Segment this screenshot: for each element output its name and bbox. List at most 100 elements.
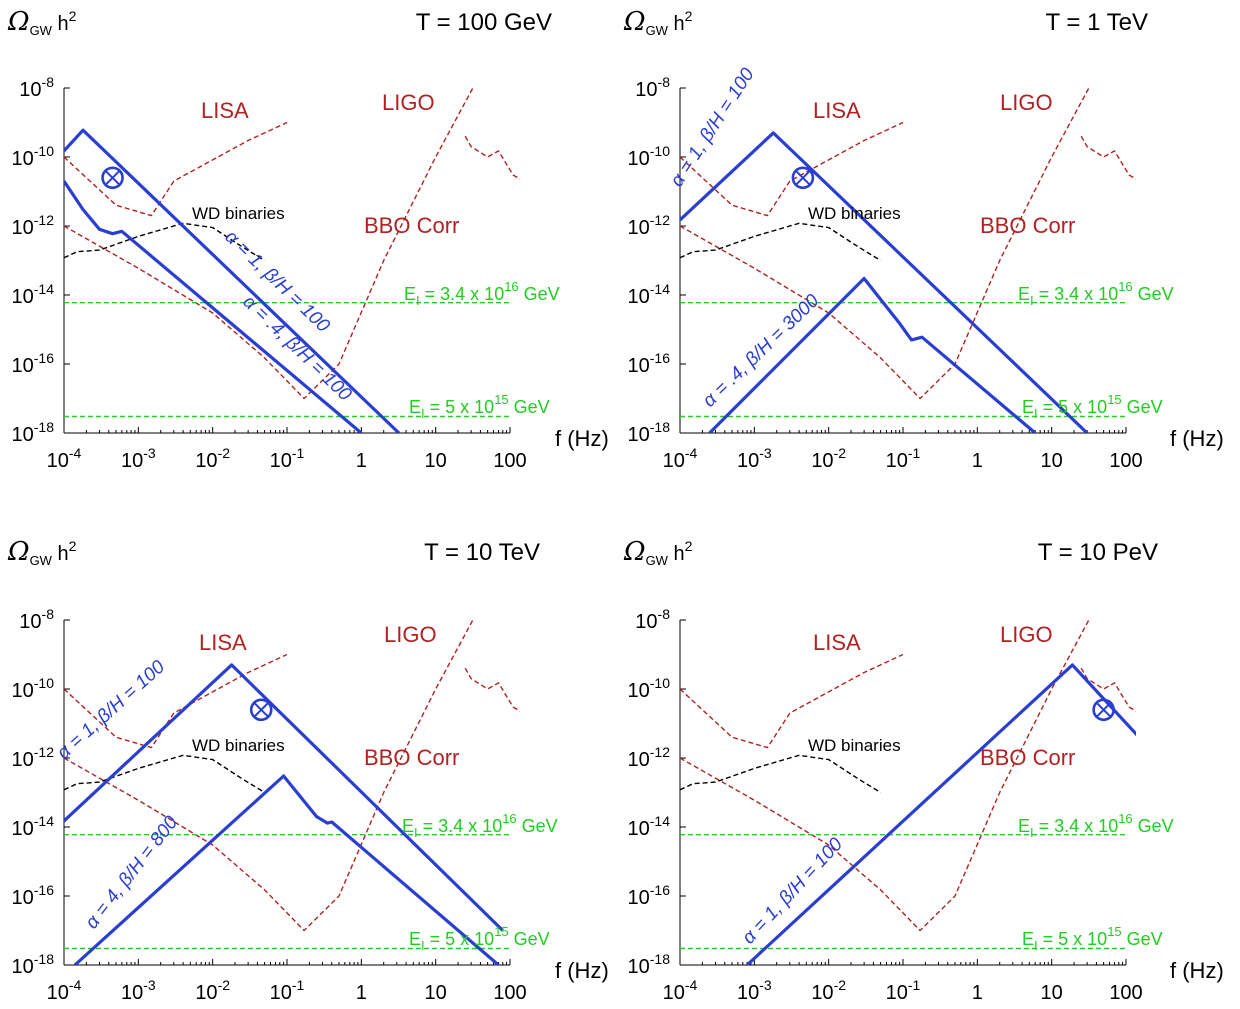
series-bbo-corr bbox=[64, 618, 475, 932]
x-tick-label: 10 bbox=[425, 982, 447, 1004]
x-axis-label: f (Hz) bbox=[555, 958, 609, 983]
y-tick-label: 10-10 bbox=[12, 143, 55, 170]
circled-cross-marker bbox=[101, 166, 124, 190]
x-tick-label: 1 bbox=[356, 982, 367, 1004]
series-lisa bbox=[64, 121, 288, 217]
circled-cross-marker bbox=[791, 166, 815, 190]
x-tick-label: 1 bbox=[972, 450, 983, 472]
x-tick-label: 100 bbox=[493, 982, 526, 1004]
annotation-4-h-3000: α = .4, β/H = 3000 bbox=[699, 290, 824, 411]
y-tick-label: 10-16 bbox=[628, 350, 671, 377]
annotation-wd-binaries: WD binaries bbox=[192, 736, 285, 755]
y-axis-label: ΩGW h2 bbox=[623, 7, 693, 38]
chart-title: T = 100 GeV bbox=[416, 9, 552, 36]
chart-title: T = 10 TeV bbox=[424, 539, 540, 566]
y-tick-label: 10-14 bbox=[12, 813, 55, 840]
series-lisa bbox=[680, 653, 904, 749]
annotation-ligo: LIGO bbox=[382, 90, 435, 115]
y-axis-label: ΩGW h2 bbox=[7, 7, 77, 38]
x-tick-label: 10-3 bbox=[737, 445, 772, 472]
series-4-h-100 bbox=[64, 180, 363, 433]
series-wd-binaries bbox=[680, 754, 881, 794]
chart-title: T = 10 PeV bbox=[1038, 539, 1158, 566]
x-tick-label: 10-3 bbox=[121, 445, 156, 472]
series-ligo bbox=[1080, 135, 1136, 180]
x-tick-label: 10 bbox=[425, 450, 447, 472]
series-4-h-800 bbox=[73, 774, 500, 965]
x-tick-label: 10-1 bbox=[886, 977, 921, 1004]
annotation-e-i-3-4-x-10-16-gev: EI = 3.4 x 1016 GeV bbox=[402, 811, 558, 840]
x-tick-label: 10-1 bbox=[886, 445, 921, 472]
x-tick-label: 10-3 bbox=[737, 977, 772, 1004]
y-tick-label: 10-14 bbox=[628, 281, 671, 308]
x-tick-label: 10-2 bbox=[195, 977, 230, 1004]
x-tick-label: 10-4 bbox=[47, 445, 82, 472]
annotation-e-i-5-x-10-15-gev: EI = 5 x 1015 GeV bbox=[409, 392, 550, 421]
annotation-e-i-3-4-x-10-16-gev: EI = 3.4 x 1016 GeV bbox=[1018, 811, 1174, 840]
annotation-e-i-5-x-10-15-gev: EI = 5 x 1015 GeV bbox=[1022, 392, 1163, 421]
x-tick-label: 100 bbox=[1109, 450, 1142, 472]
y-tick-label: 10-16 bbox=[628, 882, 671, 909]
y-tick-label: 10-12 bbox=[628, 744, 671, 771]
y-tick-label: 10-8 bbox=[635, 606, 670, 633]
y-tick-label: 10-12 bbox=[12, 212, 55, 239]
series-4-h-3000 bbox=[708, 276, 1037, 433]
annotation-1-h-100: α = 1, β/H = 100 bbox=[738, 834, 847, 949]
chart-title: T = 1 TeV bbox=[1045, 9, 1148, 36]
x-tick-label: 10-4 bbox=[663, 445, 698, 472]
annotation-e-i-3-4-x-10-16-gev: EI = 3.4 x 1016 GeV bbox=[404, 279, 560, 308]
y-tick-label: 10-18 bbox=[12, 951, 55, 978]
annotation-bbo-corr: BBO Corr bbox=[980, 213, 1075, 238]
y-tick-label: 10-10 bbox=[628, 675, 671, 702]
x-tick-label: 10-4 bbox=[663, 977, 698, 1004]
chart-panel-3: 10-4 10-3 10-2 10-1 1 10 100 10-8 10-10 10-12 10-1… bbox=[7, 537, 609, 1004]
series-1-h-100 bbox=[64, 663, 504, 932]
series-bbo-corr bbox=[680, 618, 1091, 932]
annotation-bbo-corr: BBO Corr bbox=[364, 213, 459, 238]
y-axis-label: ΩGW h2 bbox=[623, 537, 693, 568]
x-tick-label: 10-2 bbox=[195, 445, 230, 472]
y-tick-label: 10-12 bbox=[628, 212, 671, 239]
chart-panel-2: 10-4 10-3 10-2 10-1 1 10 100 10-8 10-10 10-12 10-1… bbox=[623, 7, 1224, 472]
y-tick-label: 10-8 bbox=[19, 606, 54, 633]
series-wd-binaries bbox=[64, 222, 265, 262]
series-ligo bbox=[464, 667, 520, 712]
series-1-h-100 bbox=[680, 131, 1089, 433]
annotation-ligo: LIGO bbox=[384, 622, 437, 647]
y-tick-label: 10-18 bbox=[12, 419, 55, 446]
annotation-e-i-3-4-x-10-16-gev: EI = 3.4 x 1016 GeV bbox=[1018, 279, 1174, 308]
annotation-lisa: LISA bbox=[199, 630, 247, 655]
series-1-h-100 bbox=[64, 128, 401, 433]
annotation-wd-binaries: WD binaries bbox=[808, 204, 901, 223]
series-lisa bbox=[680, 121, 904, 217]
y-tick-label: 10-10 bbox=[628, 143, 671, 170]
x-tick-label: 1 bbox=[972, 982, 983, 1004]
circled-cross-marker bbox=[249, 698, 273, 722]
y-tick-label: 10-14 bbox=[12, 281, 55, 308]
y-tick-label: 10-14 bbox=[628, 813, 671, 840]
circled-cross-marker bbox=[1092, 698, 1115, 722]
annotation-lisa: LISA bbox=[813, 630, 861, 655]
annotation-wd-binaries: WD binaries bbox=[192, 204, 285, 223]
x-tick-label: 10-4 bbox=[47, 977, 82, 1004]
annotation-wd-binaries: WD binaries bbox=[808, 736, 901, 755]
annotation-lisa: LISA bbox=[201, 98, 249, 123]
series-1-h-100 bbox=[746, 663, 1136, 965]
annotation-bbo-corr: BBO Corr bbox=[364, 745, 459, 770]
annotation-e-i-5-x-10-15-gev: EI = 5 x 1015 GeV bbox=[1022, 924, 1163, 953]
x-tick-label: 10-1 bbox=[270, 445, 305, 472]
x-tick-label: 100 bbox=[1109, 982, 1142, 1004]
x-tick-label: 10-2 bbox=[811, 977, 846, 1004]
series-bbo-corr bbox=[680, 86, 1091, 400]
y-tick-label: 10-18 bbox=[628, 419, 671, 446]
annotation-ligo: LIGO bbox=[1000, 90, 1053, 115]
y-tick-label: 10-8 bbox=[19, 74, 54, 101]
annotation-bbo-corr: BBO Corr bbox=[980, 745, 1075, 770]
annotation-e-i-5-x-10-15-gev: EI = 5 x 1015 GeV bbox=[409, 924, 550, 953]
y-tick-label: 10-12 bbox=[12, 744, 55, 771]
y-tick-label: 10-16 bbox=[12, 350, 55, 377]
x-tick-label: 10-2 bbox=[811, 445, 846, 472]
series-ligo bbox=[1080, 667, 1136, 712]
y-axis-label: ΩGW h2 bbox=[7, 537, 77, 568]
